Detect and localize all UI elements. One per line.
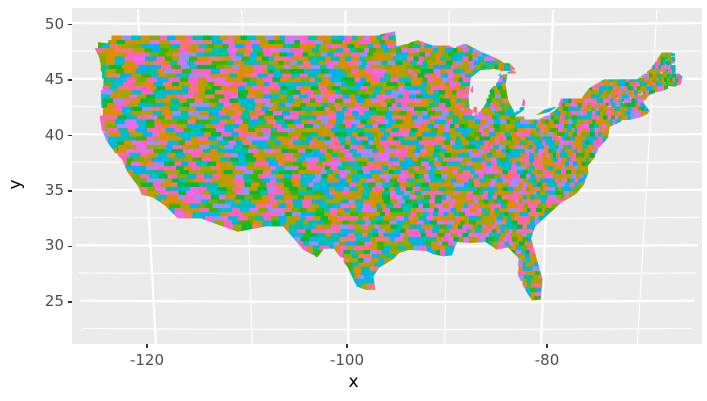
- y-tick-mark: [68, 245, 72, 248]
- y-axis-title: y: [5, 179, 26, 190]
- county-choropleth-map: [94, 31, 683, 301]
- y-tick-mark: [68, 134, 72, 137]
- y-tick-mark: [68, 23, 72, 26]
- y-tick-mark: [68, 79, 72, 81]
- x-tick-label: -80: [534, 351, 560, 369]
- y-tick-label: 50: [44, 14, 64, 33]
- x-tick-mark: [346, 344, 348, 348]
- y-tick-mark: [68, 301, 72, 303]
- y-tick-label: 25: [44, 291, 64, 310]
- x-tick-mark: [546, 344, 548, 348]
- x-tick-mark: [146, 344, 148, 348]
- plot-panel: [72, 8, 702, 344]
- x-axis-title: x: [348, 372, 359, 392]
- y-tick-label: 30: [44, 236, 64, 255]
- y-tick-label: 35: [44, 180, 64, 199]
- x-tick-label: -120: [129, 351, 165, 369]
- x-tick-label: -100: [329, 351, 365, 369]
- y-tick-mark: [68, 190, 72, 192]
- y-tick-label: 45: [44, 70, 64, 89]
- y-tick-label: 40: [44, 125, 64, 144]
